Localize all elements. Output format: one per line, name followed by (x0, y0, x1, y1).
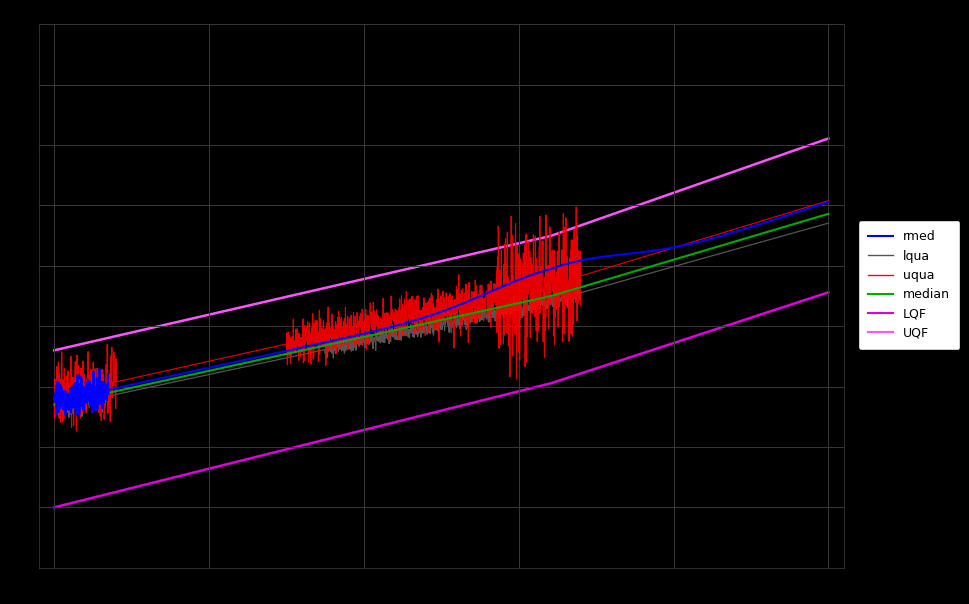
LQF (806, 294, 818, 301)
uqua (379, 314, 391, 321)
LQF (137, 482, 148, 489)
Line: uqua: uqua (54, 201, 828, 431)
rmed (137, 379, 148, 386)
uqua (345, 333, 357, 341)
Line: lqua: lqua (54, 223, 828, 417)
lqua (807, 223, 819, 231)
lqua (63, 414, 75, 421)
rmed (345, 333, 357, 340)
UQF (48, 347, 60, 354)
uqua (48, 399, 60, 406)
Line: rmed: rmed (54, 202, 828, 416)
rmed (48, 392, 60, 399)
Line: median: median (54, 214, 828, 405)
Legend: rmed, lqua, uqua, median, LQF, UQF: rmed, lqua, uqua, median, LQF, UQF (858, 220, 959, 350)
uqua (137, 372, 148, 379)
lqua (345, 347, 357, 355)
uqua (71, 428, 82, 435)
median (48, 401, 60, 408)
uqua (807, 202, 819, 209)
lqua (48, 413, 60, 420)
LQF (822, 289, 833, 296)
UQF (379, 271, 391, 278)
median (182, 371, 194, 379)
rmed (379, 325, 391, 332)
lqua (724, 247, 735, 254)
median (723, 239, 735, 246)
rmed (822, 199, 833, 206)
lqua (379, 330, 391, 338)
uqua (822, 197, 833, 204)
lqua (183, 375, 195, 382)
rmed (807, 204, 819, 211)
UQF (723, 170, 735, 177)
UQF (822, 135, 833, 142)
UQF (806, 140, 818, 147)
UQF (345, 278, 357, 286)
lqua (822, 219, 833, 226)
median (345, 336, 357, 344)
Line: UQF: UQF (54, 138, 828, 350)
LQF (182, 471, 194, 478)
LQF (48, 504, 60, 511)
median (822, 210, 833, 217)
rmed (183, 368, 195, 376)
rmed (70, 412, 81, 419)
uqua (183, 362, 195, 369)
median (137, 382, 148, 389)
UQF (137, 326, 148, 333)
lqua (137, 385, 148, 393)
LQF (723, 321, 735, 328)
Line: LQF: LQF (54, 292, 828, 507)
uqua (724, 227, 735, 234)
rmed (724, 230, 735, 237)
median (806, 214, 818, 222)
median (379, 329, 391, 336)
LQF (379, 421, 391, 428)
LQF (345, 429, 357, 437)
UQF (182, 316, 194, 323)
